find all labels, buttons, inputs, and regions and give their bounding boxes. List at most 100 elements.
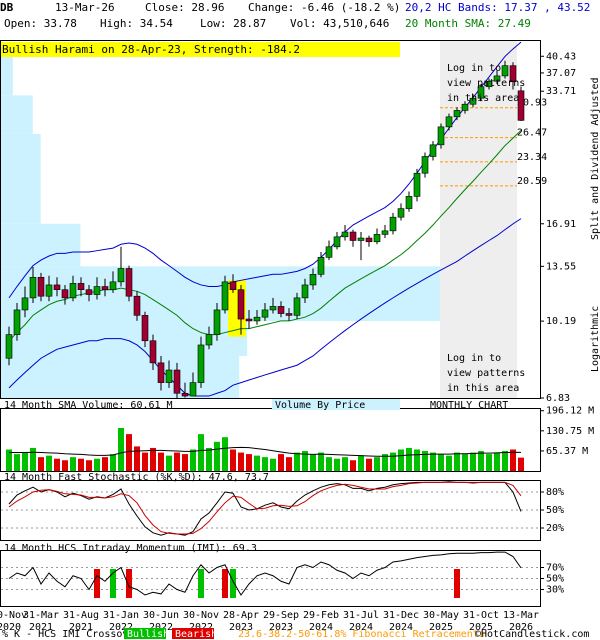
candle-body	[61, 289, 69, 299]
candle-body	[325, 246, 333, 258]
volume-bar	[54, 458, 60, 471]
open: Open: 33.78	[4, 17, 77, 30]
volume-bar	[494, 452, 500, 471]
volume-bar	[134, 446, 140, 471]
x-tick-label: 28-Apr 2023	[223, 610, 259, 633]
volume-bar	[414, 449, 420, 471]
crossover-signal	[110, 569, 116, 598]
volume-bar	[14, 454, 20, 471]
y-tick-label: 50%	[546, 574, 564, 585]
candle-body	[453, 110, 461, 118]
volume-bar	[22, 452, 28, 471]
candle-body	[357, 237, 365, 241]
candle-body	[101, 286, 109, 290]
candle-body	[133, 295, 141, 316]
candle-body	[381, 230, 389, 235]
volume-bar	[398, 449, 404, 471]
y-tick-label: 16.91	[546, 219, 576, 230]
volume-bar	[150, 447, 156, 471]
axis-note: Split and Dividend Adjusted	[590, 77, 600, 240]
candle-body	[149, 340, 157, 364]
login-notice: view patterns	[447, 368, 525, 379]
pattern-text: Bullish Harami on 28-Apr-23, Strength: -…	[2, 43, 300, 56]
x-tick-label: 30-May 2025	[423, 610, 459, 633]
close: Close: 28.96	[145, 1, 224, 14]
x-tick-label: 31-Mar 2021	[23, 610, 59, 633]
volume-bar	[46, 455, 52, 471]
bullish-label: Bullish	[127, 629, 169, 640]
candle-body	[13, 309, 21, 335]
volume-by-price-bar	[1, 182, 41, 224]
imi-panel	[0, 550, 541, 607]
indicator-line	[8, 551, 522, 596]
y-tick-label: 196.12 M	[546, 406, 594, 417]
y-tick-label: 70%	[546, 563, 564, 574]
volume-bar	[318, 452, 324, 471]
x-tick-label: 30-Nov2020	[0, 610, 27, 633]
candle-body	[85, 289, 93, 295]
candle-body	[461, 103, 469, 111]
candle-body	[141, 315, 149, 342]
x-tick-label: 30-Jun 2022	[143, 610, 179, 633]
candle-body	[397, 208, 405, 218]
bearish-swatch	[172, 628, 214, 639]
volume-bar	[102, 457, 108, 471]
candle-body	[509, 65, 517, 82]
y-tick-label: 40.43	[546, 51, 576, 62]
x-tick-label: 29-Sep 2023	[263, 610, 299, 633]
volume-bar	[118, 427, 124, 471]
sma-legend: 20 Month SMA: 27.49	[405, 17, 531, 30]
panel-title: 14 Month Fast Stochastic (%K,%D): 47.6, …	[4, 472, 269, 483]
volume-bar	[486, 454, 492, 471]
candle-body	[277, 306, 285, 314]
candle-body	[421, 156, 429, 174]
candle-body	[405, 196, 413, 209]
y-tick-label: 50%	[546, 505, 564, 516]
volume-bar	[262, 457, 268, 471]
candle-body	[181, 392, 189, 397]
x-tick-label: 29-Feb 2024	[303, 610, 339, 633]
candle-body	[21, 297, 29, 311]
login-notice: in this area	[447, 93, 519, 104]
candle-body	[445, 116, 453, 128]
candle-body	[165, 369, 173, 383]
volume-bar	[6, 449, 12, 471]
candle-body	[197, 344, 205, 383]
candle-body	[269, 306, 277, 311]
y-tick-label: 20%	[546, 523, 564, 534]
volume-bar	[230, 449, 236, 471]
candle-body	[293, 297, 301, 316]
x-tick-label: 31-Oct 2025	[463, 610, 499, 633]
volume-bar	[430, 452, 436, 471]
candle-body	[373, 234, 381, 243]
bullish-swatch	[124, 628, 166, 639]
candle-body	[109, 281, 117, 290]
y-tick-label: 33.71	[546, 86, 576, 97]
volume-bar	[294, 452, 300, 471]
volume-bar	[518, 457, 524, 471]
crossover-signal	[230, 569, 236, 598]
volume-bar	[94, 458, 100, 471]
fib-label: 30.93	[517, 98, 547, 109]
fib-label: 26.47	[517, 128, 547, 139]
volume-bar	[374, 457, 380, 471]
pattern-banner	[0, 42, 400, 57]
volume-bar	[406, 447, 412, 471]
volume-panel	[0, 408, 541, 472]
x-tick-label: 31-Dec 2024	[383, 610, 419, 633]
y-tick-label: 13.55	[546, 261, 576, 272]
candle-body	[213, 309, 221, 335]
x-tick-label: 31-Aug 2021	[63, 610, 99, 633]
volume-bar	[342, 457, 348, 471]
candle-body	[245, 318, 253, 322]
candle-body	[29, 276, 37, 299]
date: 13-Mar-26	[55, 1, 115, 14]
candle-body	[37, 276, 45, 297]
volume-bar	[438, 454, 444, 471]
volume-bar	[86, 460, 92, 471]
candle-body	[429, 144, 437, 157]
candle-body	[53, 284, 61, 290]
volume-bar	[190, 449, 196, 471]
candle-body	[77, 283, 85, 290]
